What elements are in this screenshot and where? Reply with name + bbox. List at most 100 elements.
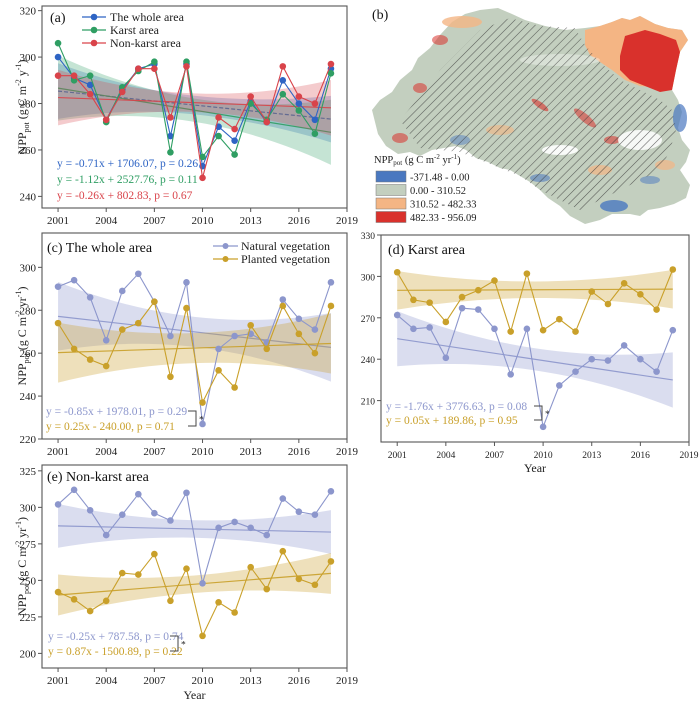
data-point xyxy=(295,315,303,323)
data-point xyxy=(151,550,158,558)
data-point xyxy=(183,304,190,312)
data-point xyxy=(54,588,62,596)
data-point xyxy=(247,100,254,107)
data-point xyxy=(118,88,126,96)
map-legend: NPPpot (g C m-2 yr-1) -371.48 - 0.00 0.00… xyxy=(374,153,477,224)
y-tick-label: 220 xyxy=(20,434,37,446)
data-point xyxy=(231,125,238,133)
y-tick-label: 330 xyxy=(361,232,376,242)
data-point xyxy=(135,319,142,327)
panel-title: (a) xyxy=(50,11,66,26)
data-point xyxy=(295,93,303,100)
data-point xyxy=(54,501,62,508)
series-line-1 xyxy=(57,42,332,159)
map-panel-label: (b) xyxy=(372,8,389,23)
x-tick-label: 2010 xyxy=(534,451,553,461)
map-legend-label: 482.33 - 956.09 xyxy=(410,213,477,224)
data-point xyxy=(620,280,628,287)
y-axis-title-part: y xyxy=(15,70,29,79)
data-point xyxy=(669,326,677,334)
x-tick-label: 2001 xyxy=(47,675,69,687)
plot-frame xyxy=(41,5,348,209)
data-point xyxy=(118,569,126,577)
y-tick-label: 300 xyxy=(20,262,37,274)
legend-label: Non-karst area xyxy=(110,36,182,50)
x-tick-label: 2010 xyxy=(192,446,215,458)
y-axis-title-part: yr xyxy=(15,297,29,310)
y-tick-label: 225 xyxy=(20,612,37,624)
data-point xyxy=(183,489,190,497)
data-point xyxy=(311,349,319,357)
trend-line-1 xyxy=(58,572,331,596)
data-point xyxy=(327,70,335,77)
y-axis-title-part: -2 xyxy=(14,541,23,548)
data-point xyxy=(620,342,628,349)
data-point xyxy=(263,345,271,353)
data-point xyxy=(491,277,498,284)
series-line-0 xyxy=(396,307,674,429)
data-point xyxy=(167,114,174,121)
x-tick-label: 2007 xyxy=(485,451,504,461)
data-point xyxy=(279,76,287,84)
data-point xyxy=(70,596,78,603)
map-legend-label: -371.48 - 0.00 xyxy=(410,173,470,184)
data-point xyxy=(199,632,206,640)
data-point xyxy=(507,371,514,378)
trend-line-0 xyxy=(57,315,332,348)
y-axis-title-part: NPP xyxy=(15,363,29,385)
data-point xyxy=(474,306,482,313)
map-legend-swatch xyxy=(375,211,407,223)
y-tick-label: 280 xyxy=(20,305,37,317)
data-point xyxy=(247,93,254,100)
data-point xyxy=(311,100,319,107)
data-point xyxy=(410,296,417,304)
data-point xyxy=(572,328,579,335)
data-point xyxy=(183,565,190,572)
legend-marker xyxy=(90,39,98,47)
data-point xyxy=(311,511,319,518)
y-tick-label: 320 xyxy=(20,6,37,18)
data-point xyxy=(135,270,142,278)
data-point xyxy=(102,531,110,539)
panel-b-map: (b) NPPpot (g C m-2 yr-1) -371.48 - 0.00… xyxy=(372,8,690,224)
data-point xyxy=(70,72,78,79)
significance-bracket xyxy=(534,405,543,421)
x-tick-label: 2013 xyxy=(240,446,263,458)
data-point xyxy=(86,90,94,98)
y-axis-title-part: (g C m xyxy=(15,316,29,353)
y-axis-title-part: (g C m xyxy=(15,85,29,122)
y-tick-label: 300 xyxy=(20,502,37,514)
map-legend-label: 0.00 - 310.52 xyxy=(410,186,466,197)
plot-frame xyxy=(41,464,348,669)
data-point xyxy=(247,524,254,532)
data-point xyxy=(279,90,287,98)
map-legend-swatch xyxy=(375,197,407,210)
data-point xyxy=(523,270,531,277)
x-tick-label: 2013 xyxy=(240,215,263,227)
data-point xyxy=(327,302,335,310)
data-point xyxy=(215,345,222,353)
x-axis-title: Year xyxy=(183,688,205,702)
data-point xyxy=(523,325,531,333)
data-point xyxy=(263,531,271,539)
data-point xyxy=(653,306,660,313)
data-point xyxy=(70,486,78,494)
data-point xyxy=(426,299,433,306)
data-point xyxy=(539,423,547,431)
data-point xyxy=(54,72,62,79)
y-tick-label: 300 xyxy=(20,52,37,64)
legend-label: The whole area xyxy=(110,10,185,24)
trend-equation-0: y = -0.71x + 1706.07, p = 0.26 xyxy=(57,158,198,170)
data-point xyxy=(86,356,94,363)
plot-frame xyxy=(380,234,690,443)
panel-title: (e) Non-karst area xyxy=(47,470,150,485)
data-point xyxy=(118,287,126,295)
data-point xyxy=(539,326,547,334)
map-karst-hatch xyxy=(400,18,676,210)
panel-title: (c) The whole area xyxy=(47,241,153,256)
legend-marker xyxy=(222,256,229,262)
y-axis-title-part: NPP xyxy=(15,594,29,616)
map-region-red-core xyxy=(620,30,680,92)
data-point xyxy=(167,332,174,340)
panel-title: (d) Karst area xyxy=(388,243,466,258)
